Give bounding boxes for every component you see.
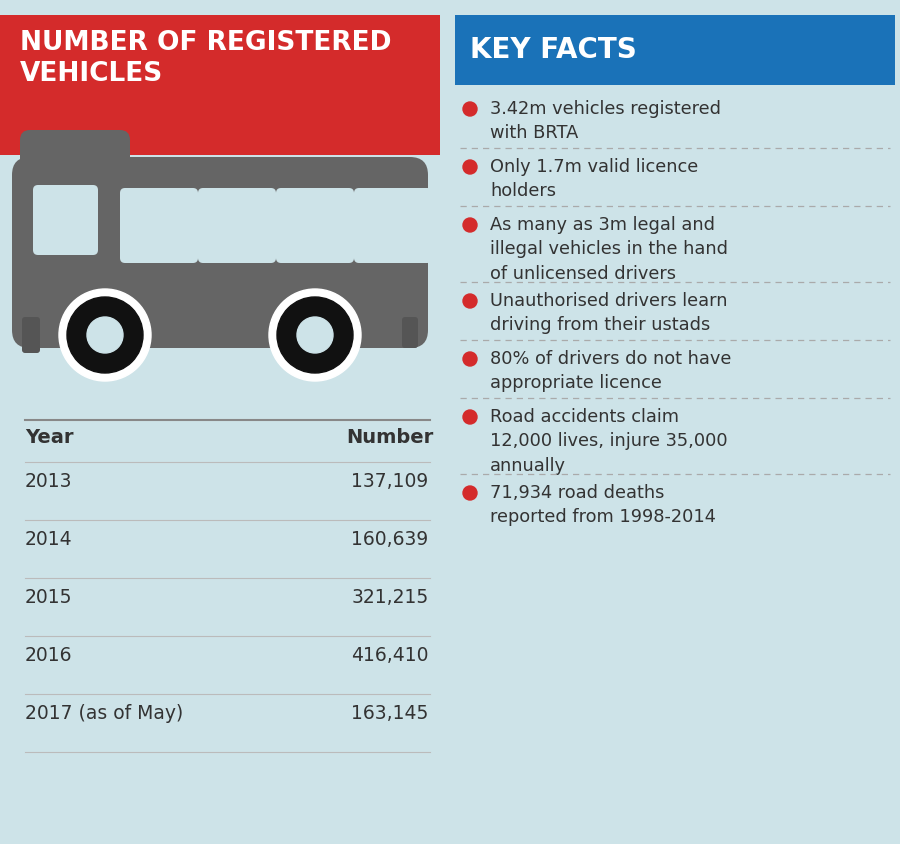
Text: NUMBER OF REGISTERED
VEHICLES: NUMBER OF REGISTERED VEHICLES [20, 30, 392, 87]
Text: Unauthorised drivers learn
driving from their ustads: Unauthorised drivers learn driving from … [490, 292, 727, 334]
Circle shape [463, 410, 477, 424]
Circle shape [67, 297, 143, 373]
Text: 2013: 2013 [25, 472, 73, 491]
FancyBboxPatch shape [402, 317, 418, 348]
Text: 163,145: 163,145 [351, 704, 428, 723]
FancyBboxPatch shape [12, 157, 428, 348]
FancyBboxPatch shape [30, 315, 410, 335]
Text: 2017 (as of May): 2017 (as of May) [25, 704, 184, 723]
Text: 2014: 2014 [25, 530, 73, 549]
Circle shape [463, 160, 477, 174]
Text: 80% of drivers do not have
appropriate licence: 80% of drivers do not have appropriate l… [490, 350, 732, 392]
Circle shape [269, 289, 361, 381]
Text: Number: Number [346, 428, 434, 447]
Circle shape [463, 294, 477, 308]
Text: 3.42m vehicles registered
with BRTA: 3.42m vehicles registered with BRTA [490, 100, 721, 143]
Text: KEY FACTS: KEY FACTS [470, 36, 637, 64]
Circle shape [59, 289, 151, 381]
FancyBboxPatch shape [33, 185, 98, 255]
Text: 321,215: 321,215 [351, 588, 428, 607]
Text: 416,410: 416,410 [351, 646, 428, 665]
FancyBboxPatch shape [30, 170, 410, 185]
FancyBboxPatch shape [110, 165, 410, 185]
Text: As many as 3m legal and
illegal vehicles in the hand
of unlicensed drivers: As many as 3m legal and illegal vehicles… [490, 216, 728, 283]
FancyBboxPatch shape [22, 317, 40, 353]
FancyBboxPatch shape [0, 15, 440, 155]
Text: Road accidents claim
12,000 lives, injure 35,000
annually: Road accidents claim 12,000 lives, injur… [490, 408, 727, 474]
FancyBboxPatch shape [276, 188, 354, 263]
Text: 2015: 2015 [25, 588, 73, 607]
Text: 2016: 2016 [25, 646, 73, 665]
Circle shape [87, 317, 123, 353]
Text: Only 1.7m valid licence
holders: Only 1.7m valid licence holders [490, 158, 698, 200]
FancyBboxPatch shape [198, 188, 276, 263]
Text: 71,934 road deaths
reported from 1998-2014: 71,934 road deaths reported from 1998-20… [490, 484, 716, 527]
Text: 137,109: 137,109 [351, 472, 428, 491]
Circle shape [297, 317, 333, 353]
FancyBboxPatch shape [455, 15, 895, 85]
FancyBboxPatch shape [0, 0, 440, 844]
Circle shape [463, 218, 477, 232]
Circle shape [463, 102, 477, 116]
Text: Year: Year [25, 428, 74, 447]
Circle shape [463, 352, 477, 366]
FancyBboxPatch shape [354, 188, 432, 263]
FancyBboxPatch shape [120, 188, 198, 263]
Circle shape [277, 297, 353, 373]
FancyBboxPatch shape [20, 130, 130, 205]
Text: 160,639: 160,639 [351, 530, 428, 549]
Circle shape [463, 486, 477, 500]
FancyBboxPatch shape [450, 0, 900, 844]
